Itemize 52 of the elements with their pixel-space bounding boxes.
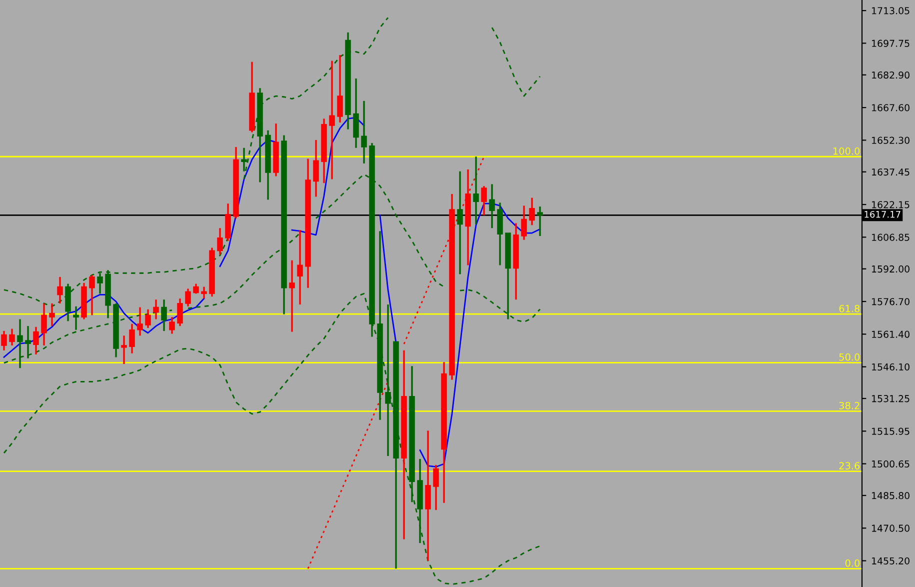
candlestick <box>537 206 543 237</box>
y-tick-label: 1515.95 <box>872 428 910 435</box>
candlestick <box>145 308 151 329</box>
ref-line-label: 1617.17 <box>864 210 900 218</box>
candlestick <box>169 316 175 335</box>
candlestick <box>529 196 535 226</box>
y-tick-label: 1500.65 <box>872 460 910 468</box>
candlestick <box>1 330 7 352</box>
y-tick-label: 1682.90 <box>872 71 910 79</box>
candlestick <box>89 274 95 316</box>
annotation: 61.8 <box>839 304 860 312</box>
annotation: 0.0 <box>845 559 860 567</box>
y-tick-label: 1713.05 <box>872 7 910 14</box>
candlestick <box>41 302 47 346</box>
candlestick <box>137 306 143 336</box>
candlestick <box>57 276 63 304</box>
candlestick <box>153 298 159 320</box>
candlestick <box>9 328 15 346</box>
y-tick-label: 1697.75 <box>872 40 910 47</box>
y-tick-label: 1637.45 <box>872 168 910 176</box>
candlestick <box>177 298 183 327</box>
y-tick-label: 1652.30 <box>872 136 910 144</box>
y-tick-label: 1455.20 <box>872 557 910 564</box>
y-tick-label: 1485.80 <box>872 492 910 500</box>
y-tick-label: 1592.00 <box>872 265 910 273</box>
candlestick <box>385 304 391 457</box>
y-tick-label: 1622.15 <box>872 201 910 208</box>
candlestick <box>121 334 127 365</box>
candlestick <box>473 156 479 226</box>
candlestick <box>129 323 135 354</box>
candlestick <box>49 302 55 327</box>
y-tick-label: 1606.85 <box>872 234 910 241</box>
y-tick-label: 1546.10 <box>872 363 910 371</box>
candlestick <box>521 204 527 241</box>
y-tick-label: 1531.25 <box>872 395 910 402</box>
y-tick-label: 1470.50 <box>872 524 910 532</box>
annotation: 23.6 <box>839 462 860 470</box>
candlestick <box>161 298 167 332</box>
candlestick <box>489 183 495 229</box>
candlestick <box>433 464 439 511</box>
y-tick-label: 1576.70 <box>872 298 910 306</box>
candlestick <box>97 272 103 294</box>
candlestick <box>25 325 31 360</box>
y-tick-label: 1667.60 <box>872 104 910 112</box>
candlestick <box>425 430 431 562</box>
candlestick <box>481 185 487 216</box>
annotation: 100.0 <box>834 147 860 155</box>
y-tick-label: 1561.40 <box>872 330 910 338</box>
annotation: 50.0 <box>839 353 860 361</box>
candlestick <box>33 326 39 356</box>
annotation: 38.2 <box>839 402 860 410</box>
candlestick <box>457 170 463 276</box>
